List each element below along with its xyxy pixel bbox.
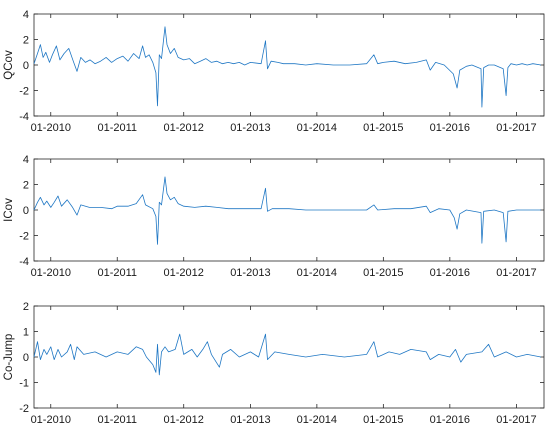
icov-y-tick-label: 2 [23, 180, 29, 192]
co-jump-x-tick-label: 01-2011 [97, 414, 137, 426]
qcov-x-axis: 01-2010 01-2011 01-2012 01-2013 01-2014 01-20… [31, 14, 537, 134]
qcov-y-tick-label: 2 [23, 35, 29, 47]
co-jump-y-tick-label: -1 [19, 378, 29, 390]
co-jump-x-tick-label: 01-2016 [430, 414, 470, 426]
icov-series-line [33, 176, 541, 245]
co-jump-y-tick-label: 2 [23, 301, 29, 313]
qcov-x-tick-label: 01-2017 [496, 122, 536, 134]
icov-x-tick-label: 01-2017 [496, 267, 536, 279]
co-jump-series-line [33, 333, 541, 376]
qcov-y-tick-label: -4 [19, 111, 29, 123]
co-jump-y-tick-label: 1 [23, 327, 29, 339]
qcov-x-tick-label: 01-2014 [297, 122, 337, 134]
icov-x-tick-label: 01-2010 [31, 267, 71, 279]
icov-x-tick-label: 01-2013 [230, 267, 270, 279]
qcov-x-tick-label: 01-2015 [363, 122, 403, 134]
co-jump-x-tick-label: 01-2012 [164, 414, 204, 426]
icov-x-tick-label: 01-2011 [97, 267, 137, 279]
icov-plot-frame [33, 158, 545, 262]
qcov-y-tick-label: -2 [19, 86, 29, 98]
icov-x-tick-label: 01-2015 [363, 267, 403, 279]
qcov-x-tick-label: 01-2013 [230, 122, 270, 134]
icov-y-axis-label: ICov [3, 198, 15, 222]
qcov-x-tick-label: 01-2016 [430, 122, 470, 134]
icov-y-tick-label: 0 [23, 205, 29, 217]
icov-x-tick-label: 01-2012 [164, 267, 204, 279]
co-jump-plot-frame [33, 305, 545, 409]
co-jump-y-axis-label: Co-Jump [3, 334, 15, 381]
qcov-y-axis: -4 -2 0 2 4 [19, 9, 544, 123]
qcov-x-tick-label: 01-2010 [31, 122, 71, 134]
co-jump-x-tick-label: 01-2017 [496, 414, 536, 426]
qcov-y-axis-label: QCov [3, 50, 15, 80]
co-jump-y-tick-label: 0 [23, 352, 29, 364]
icov-x-tick-label: 01-2014 [297, 267, 337, 279]
co-jump-y-axis: -2 -1 0 1 2 [19, 301, 544, 415]
qcov-x-tick-label: 01-2012 [164, 122, 204, 134]
icov-x-tick-label: 01-2016 [430, 267, 470, 279]
qcov-y-tick-label: 0 [23, 60, 29, 72]
co-jump-x-tick-label: 01-2010 [31, 414, 71, 426]
icov-y-tick-label: -4 [19, 256, 29, 268]
qcov-y-tick-label: 4 [23, 9, 29, 21]
icov-y-tick-label: 4 [23, 154, 29, 166]
qcov-plot-frame [33, 13, 545, 117]
icov-y-tick-label: -2 [19, 231, 29, 243]
qcov-x-tick-label: 01-2011 [97, 122, 137, 134]
icov-x-axis: 01-2010 01-2011 01-2012 01-2013 01-2014 01-20… [31, 159, 537, 279]
co-jump-x-tick-label: 01-2015 [363, 414, 403, 426]
co-jump-x-axis: 01-2010 01-2011 01-2012 01-2013 01-2014 01-20… [31, 306, 537, 426]
qcov-series-line [33, 26, 541, 108]
co-jump-x-tick-label: 01-2014 [297, 414, 337, 426]
co-jump-y-tick-label: -2 [19, 403, 29, 415]
icov-y-axis: -4 -2 0 2 4 [19, 154, 544, 268]
co-jump-x-tick-label: 01-2013 [230, 414, 270, 426]
